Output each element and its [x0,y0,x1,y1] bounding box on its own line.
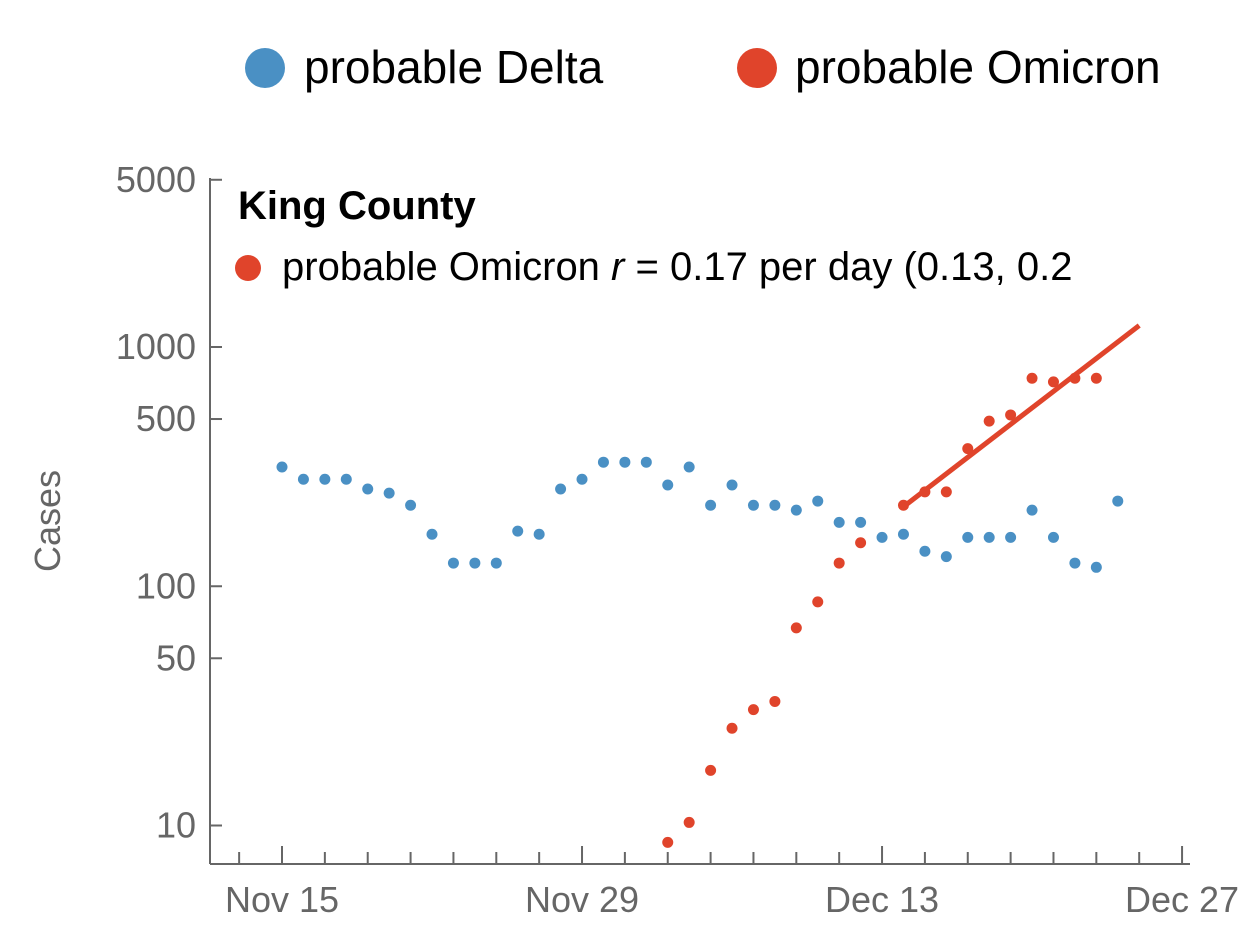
y-tick-label: 100 [136,565,196,606]
probable-delta-point [940,551,952,563]
probable-omicron-point [1069,372,1081,384]
probable-delta-point [919,545,931,557]
annotation-text-var: r [611,245,626,289]
annotation-text-suffix: = 0.17 per day (0.13, 0.2 [624,245,1072,289]
probable-omicron-point [897,499,909,511]
probable-omicron-point [662,836,674,848]
probable-delta-point [297,473,309,485]
probable-delta-point [876,531,888,543]
probable-omicron-point [1026,372,1038,384]
probable-delta-point [576,473,588,485]
legend-marker-delta [245,48,285,88]
probable-delta-point [1005,531,1017,543]
probable-delta-point [812,495,824,507]
probable-delta-point [533,528,545,540]
annotation-text-prefix: probable Omicron [282,245,611,289]
probable-omicron-point [833,557,845,569]
omicron-fit-line [901,323,1141,509]
probable-delta-point [383,487,395,499]
y-axis-label: Cases [27,470,68,572]
probable-delta-point [362,483,374,495]
probable-delta-point [319,473,331,485]
probable-delta-point [640,456,652,468]
probable-omicron-point [962,443,974,455]
legend: probable Delta probable Omicron [245,41,1161,93]
probable-omicron-point [683,816,695,828]
probable-delta-point [490,557,502,569]
probable-omicron-point [940,486,952,498]
probable-delta-point [1047,531,1059,543]
probable-delta-point [512,525,524,537]
probable-delta-point [662,479,674,491]
legend-label-delta: probable Delta [304,41,604,93]
x-ticks: Nov 15 Nov 29 Dec 13 Dec 27 [225,846,1239,920]
probable-omicron-point [747,704,759,716]
probable-delta-point [833,516,845,528]
probable-delta-point [1069,557,1081,569]
probable-delta-point [983,531,995,543]
annotation: King County probable Omicron r = 0.17 pe… [235,184,1072,289]
probable-delta-point [469,557,481,569]
y-tick-label: 50 [156,637,196,678]
probable-delta-point [276,461,288,473]
probable-delta-point [747,499,759,511]
fit-layer [901,323,1141,509]
probable-delta-point [426,528,438,540]
probable-delta-point [555,483,567,495]
y-tick-label: 1000 [116,326,196,367]
probable-omicron-point [983,415,995,427]
probable-omicron-point [705,764,717,776]
y-ticks: 10 50 100 500 1000 5000 [116,159,222,846]
probable-delta-point [855,516,867,528]
x-tick-label: Nov 29 [525,879,639,920]
probable-omicron-point [790,622,802,634]
legend-label-omicron: probable Omicron [795,41,1161,93]
probable-delta-point [1026,504,1038,516]
y-tick-label: 5000 [116,159,196,200]
probable-delta-point [683,461,695,473]
annotation-text: probable Omicron r = 0.17 per day (0.13,… [282,245,1072,289]
probable-delta-point [962,531,974,543]
probable-omicron-point [726,722,738,734]
probable-delta-point [1112,495,1124,507]
probable-delta-point [597,456,609,468]
legend-marker-omicron [737,48,777,88]
x-tick-label: Dec 13 [825,879,939,920]
probable-delta-point [790,504,802,516]
annotation-title: King County [238,184,476,228]
probable-omicron-point [769,695,781,707]
axes: 10 50 100 500 1000 5000 Nov 15 Nov 29 Dec 13 Dec… [27,159,1239,920]
probable-omicron-point [1047,376,1059,388]
points-layer [276,372,1124,848]
probable-delta-point [405,499,417,511]
y-tick-label: 500 [136,398,196,439]
probable-delta-point [447,557,459,569]
probable-omicron-point [855,537,867,549]
x-tick-label: Nov 15 [225,879,339,920]
probable-omicron-point [1090,372,1102,384]
probable-delta-point [1090,561,1102,573]
probable-delta-point [705,499,717,511]
annotation-marker [235,255,261,281]
probable-delta-point [726,479,738,491]
x-tick-label: Dec 27 [1125,879,1239,920]
probable-omicron-point [812,596,824,608]
probable-delta-point [897,528,909,540]
probable-omicron-point [1005,409,1017,421]
y-tick-label: 10 [156,805,196,846]
probable-delta-point [769,499,781,511]
probable-omicron-point [919,486,931,498]
probable-delta-point [340,473,352,485]
probable-delta-point [619,456,631,468]
